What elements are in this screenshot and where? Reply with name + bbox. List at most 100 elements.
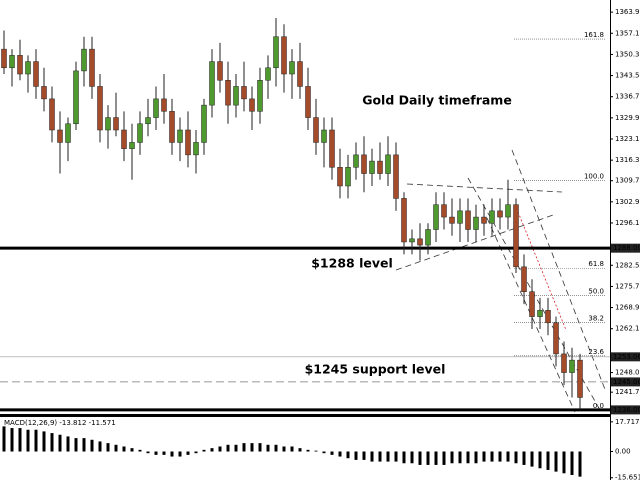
macd-bar — [458, 451, 462, 464]
macd-bar — [18, 428, 22, 452]
candle-body — [545, 310, 551, 324]
y-tick-label: 1262.10 — [615, 325, 640, 333]
level-label-box — [611, 377, 640, 387]
macd-bar — [322, 451, 326, 454]
macd-bar — [82, 438, 86, 452]
candle-body — [425, 229, 431, 246]
panel-separator — [0, 414, 610, 417]
macd-bar — [530, 451, 534, 467]
candle-body — [305, 86, 311, 118]
fib-label: 0.0 — [593, 402, 604, 410]
candle-body — [201, 104, 207, 143]
y-tick-label: 1323.10 — [615, 135, 640, 143]
candle-body — [161, 98, 167, 112]
candle-body — [289, 61, 295, 75]
candle-body — [241, 86, 247, 100]
y-tick-label: 1302.90 — [615, 198, 640, 206]
fib-label: 50.0 — [588, 287, 604, 295]
candle-body — [65, 123, 71, 143]
macd-bar — [42, 431, 46, 452]
y-tick-label: 1241.70 — [615, 388, 640, 396]
candle-body — [529, 291, 535, 317]
candle-body — [433, 204, 439, 230]
macd-bar — [362, 451, 366, 460]
macd-bar — [306, 449, 310, 452]
fib-label: 161.8 — [584, 31, 604, 39]
candle-body — [385, 154, 391, 174]
candle-body — [217, 61, 223, 81]
candle-body — [9, 55, 15, 69]
macd-bar — [130, 448, 134, 452]
level-annotation: $1245 support level — [305, 362, 446, 377]
candle-body — [185, 129, 191, 156]
level-label: 1253.06 — [613, 353, 640, 361]
candle-body — [249, 98, 255, 112]
macd-bar — [202, 449, 206, 452]
macd-bar — [474, 451, 478, 464]
candle-body — [409, 238, 415, 243]
macd-bar — [122, 446, 126, 452]
macd-bar — [402, 451, 406, 464]
fib-trend-line — [517, 211, 567, 331]
macd-bar — [34, 429, 38, 452]
macd-bar — [338, 451, 342, 457]
candle-body — [361, 154, 367, 174]
macd-bar — [466, 451, 470, 464]
macd-bar — [266, 444, 270, 452]
macd-bar — [26, 429, 30, 452]
candle-body — [153, 98, 159, 118]
candle-body — [41, 86, 47, 100]
macd-bar — [546, 451, 550, 470]
candle-body — [457, 210, 463, 224]
candle-body — [169, 111, 175, 143]
candle-body — [257, 79, 263, 112]
candle-body — [137, 123, 143, 143]
y-tick-label: 1363.90 — [615, 8, 640, 16]
candle-body — [105, 117, 111, 131]
macd-bar — [386, 451, 390, 462]
macd-label: MACD(12,26,9) -13.812 -11.571 — [4, 419, 116, 427]
candle-body — [297, 61, 303, 87]
macd-bar — [578, 451, 582, 477]
macd-bar — [298, 448, 302, 452]
y-tick-label: 1336.70 — [615, 93, 640, 101]
macd-bar — [210, 448, 214, 452]
candle-body — [441, 204, 447, 218]
candle-body — [225, 79, 231, 106]
candle-body — [49, 98, 55, 131]
candle-body — [209, 61, 215, 106]
candle-body — [577, 359, 583, 398]
y-tick-label: 1282.50 — [615, 261, 640, 269]
y-tick-label: 1316.30 — [615, 156, 640, 164]
candle-body — [481, 216, 487, 224]
candle-body — [193, 142, 199, 156]
candle-body — [393, 154, 399, 199]
macd-bar — [74, 438, 78, 452]
macd-bar — [98, 441, 102, 452]
trend-line — [395, 213, 557, 271]
level-annotation: $1288 level — [311, 256, 393, 271]
macd-bar — [450, 451, 454, 464]
trend-line — [486, 217, 576, 413]
candle-body — [353, 154, 359, 168]
macd-bar — [282, 446, 286, 452]
macd-bar — [314, 450, 318, 452]
candle-body — [273, 36, 279, 69]
macd-bar — [226, 444, 230, 452]
macd-bar — [418, 451, 422, 465]
macd-bar — [146, 451, 150, 454]
macd-bar — [170, 451, 174, 457]
macd-bar — [562, 451, 566, 474]
candle-body — [1, 48, 7, 69]
candle-body — [177, 129, 183, 143]
macd-bar — [186, 451, 190, 455]
macd-bar — [258, 443, 262, 452]
candle-body — [521, 266, 527, 292]
candle-body — [145, 117, 151, 125]
candle-body — [121, 129, 127, 149]
macd-bar — [274, 444, 278, 452]
chart-title: Gold Daily timeframe — [362, 93, 512, 108]
candle-body — [465, 210, 471, 230]
